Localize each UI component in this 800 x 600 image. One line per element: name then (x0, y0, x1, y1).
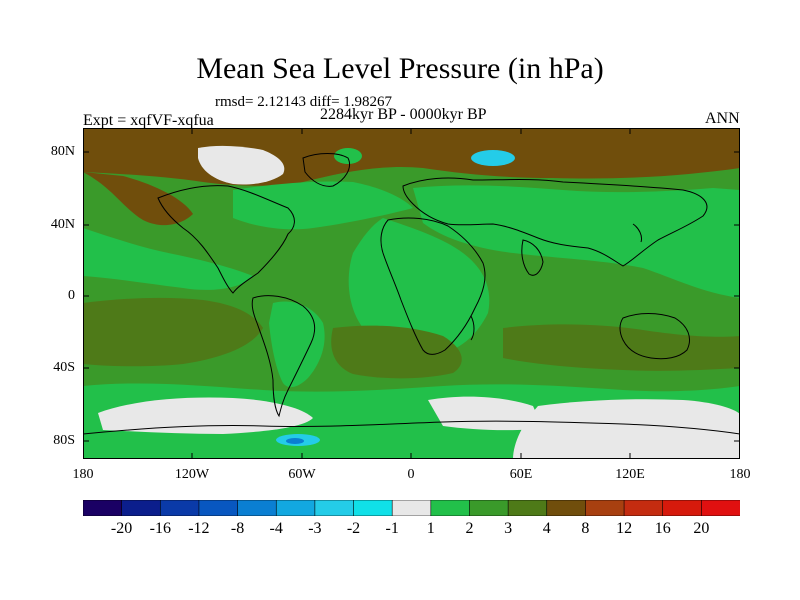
colorbar-label: 20 (693, 520, 710, 537)
colorbar-swatch (469, 500, 509, 516)
colorbar-swatch (83, 500, 123, 516)
stats-label: rmsd= 2.12143 diff= 1.98267 (215, 94, 393, 110)
colorbar-swatch (353, 500, 393, 516)
colorbar-label: -1 (385, 520, 399, 537)
colorbar-swatch (237, 500, 278, 516)
arctic-white-patch (198, 145, 285, 185)
coast-africa (380, 217, 486, 355)
north-atlantic-light-green (233, 181, 413, 230)
x-tick-120e: 120E (615, 467, 645, 482)
season-label: ANN (705, 110, 740, 127)
colorbar-swatch (121, 500, 162, 516)
colorbar-label: 1 (426, 520, 435, 537)
colorbar-label: -4 (269, 520, 283, 537)
map-title: Mean Sea Level Pressure (in hPa) (196, 52, 604, 85)
coast-north-america (157, 185, 295, 294)
period-subtitle: 2284kyr BP - 0000kyr BP (320, 106, 487, 123)
colorbar-label: -16 (149, 520, 171, 537)
coast-japan (632, 223, 642, 243)
eurasia-light-green (413, 185, 740, 298)
north-pacific-brown (83, 172, 193, 226)
experiment-label: Expt = xqfVF-xqfua (83, 112, 214, 129)
colorbar-swatch (275, 500, 316, 516)
x-tick-60e: 60E (509, 467, 533, 482)
y-tick-40n: 40N (50, 217, 75, 232)
arctic-cyan-patch (471, 150, 515, 166)
colorbar-label: 2 (465, 520, 474, 537)
colorbar-swatch (198, 500, 239, 516)
colorbar-swatch (430, 500, 471, 516)
y-tick-80s: 80S (53, 433, 75, 448)
y-tick-80n: 80N (50, 144, 75, 159)
colorbar-label: -3 (308, 520, 322, 537)
x-tick-180e: 180 (729, 467, 751, 482)
colorbar-swatch (159, 500, 200, 516)
antarctic-white-zone-main (513, 399, 740, 459)
colorbar-label: 16 (654, 520, 671, 537)
coast-india (521, 239, 544, 276)
colorbar (83, 500, 740, 516)
coast-eurasia (402, 177, 708, 267)
coast-south-america (251, 295, 316, 418)
colorbar-label: 3 (504, 520, 513, 537)
colorbar-swatch (314, 500, 355, 516)
africa-light-green (348, 218, 490, 353)
indian-ocean-dark-band (503, 324, 740, 371)
coastlines (83, 153, 740, 435)
colorbar-swatch (701, 500, 740, 516)
colorbar-label: 12 (616, 520, 633, 537)
coast-greenland (302, 153, 350, 187)
coast-australia (619, 313, 690, 360)
colorbar-label: 4 (542, 520, 551, 537)
colorbar-swatch (507, 500, 548, 516)
coast-madagascar (470, 315, 475, 341)
colorbar-swatch (585, 500, 625, 516)
south-atlantic-dark-band (331, 325, 462, 379)
colorbar-label: -8 (230, 520, 245, 537)
colorbar-swatch (662, 500, 703, 516)
y-tick-40s: 40S (53, 360, 75, 375)
south-america-light-green (269, 301, 325, 388)
colorbar-swatch (623, 500, 664, 516)
axis-ticks (83, 128, 740, 459)
colorbar-swatch (391, 500, 432, 516)
colorbar-label: 8 (581, 520, 590, 537)
y-tick-0: 0 (68, 288, 75, 303)
antarctic-white-zone (98, 397, 313, 434)
x-tick-120w: 120W (174, 467, 210, 482)
south-pacific-dark-band (83, 297, 263, 367)
x-tick-60w: 60W (288, 467, 316, 482)
pressure-map (83, 128, 740, 459)
colorbar-label: -20 (110, 520, 133, 537)
arctic-white-spot (334, 148, 362, 164)
colorbar-swatch (546, 500, 587, 516)
colorbar-label: -2 (346, 520, 361, 537)
north-pacific-light-green (83, 228, 253, 290)
colorbar-label: -12 (188, 520, 210, 537)
coast-antarctica (83, 420, 740, 435)
x-tick-0: 0 (407, 467, 415, 482)
antarctic-cyan-core (286, 438, 304, 444)
x-tick-180w: 180 (72, 467, 94, 482)
